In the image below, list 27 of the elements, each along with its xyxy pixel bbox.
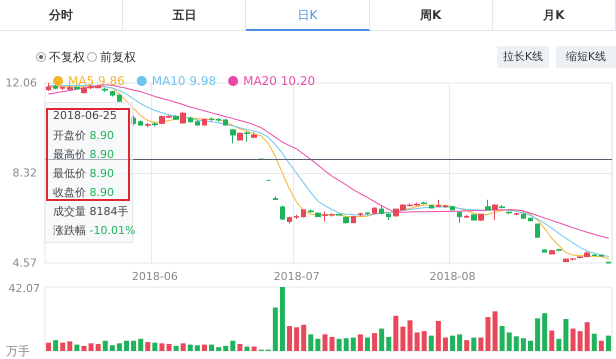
text: 缩短K线 bbox=[556, 46, 616, 68]
annotation: 成交量 8184手 bbox=[53, 205, 128, 218]
text: 五日 bbox=[123, 0, 246, 31]
x-tick-label: 2018-08 bbox=[430, 270, 476, 283]
text: 日K bbox=[246, 0, 370, 31]
annotation: 2018-06-25 bbox=[53, 109, 117, 122]
annotation: 收盘价 8.90 bbox=[53, 186, 114, 199]
text: 前复权 bbox=[100, 49, 136, 66]
y-tick-label: 4.57 bbox=[12, 256, 37, 270]
annotation: 开盘价 8.90 bbox=[53, 129, 114, 142]
y-tick-label: 8.32 bbox=[12, 166, 37, 180]
y-axis-title: 万手 bbox=[6, 344, 30, 358]
x-tick-label: 2018-07 bbox=[274, 270, 320, 283]
annotation: 最低价 8.90 bbox=[53, 167, 114, 180]
legend-label: MA20 10.20 bbox=[243, 74, 316, 88]
text: 拉长K线 bbox=[497, 46, 549, 68]
text: 分时 bbox=[0, 0, 124, 31]
legend-label: MA10 9.98 bbox=[152, 74, 216, 88]
annotation: 最高价 8.90 bbox=[53, 148, 114, 161]
text: 周K bbox=[370, 0, 493, 31]
annotation: 涨跌幅 -10.01% bbox=[53, 224, 136, 237]
y-tick-label: 12.06 bbox=[6, 76, 37, 90]
legend-label: MA5 9.86 bbox=[68, 74, 125, 88]
text: 月K bbox=[492, 0, 616, 31]
x-tick-label: 2018-06 bbox=[132, 270, 178, 283]
text: 不复权 bbox=[49, 49, 85, 66]
text: 42.07 bbox=[8, 282, 40, 295]
